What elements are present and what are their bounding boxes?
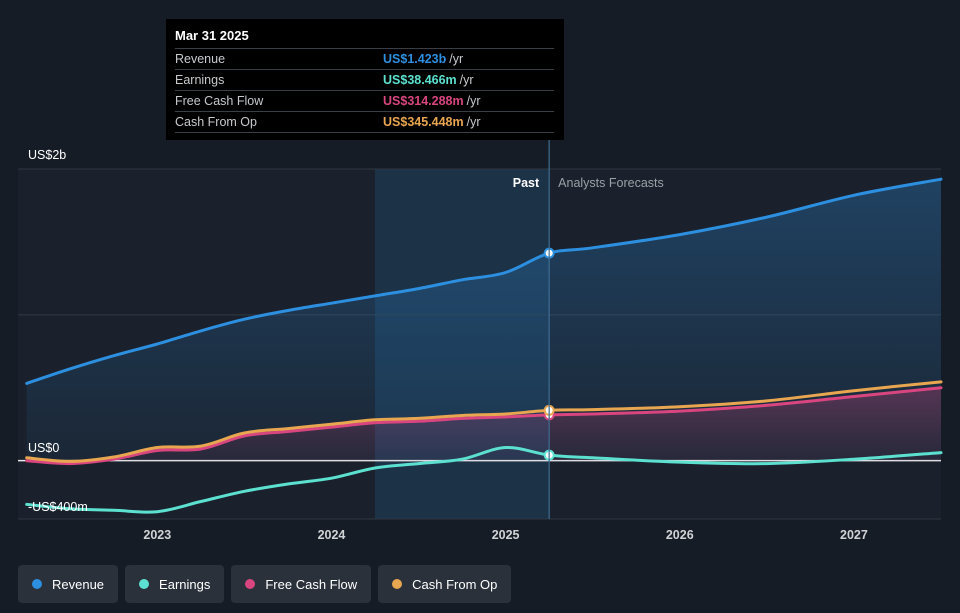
tooltip-row-earnings: Earnings US$38.466m /yr <box>175 69 554 90</box>
line-revenue <box>25 177 943 385</box>
past-label: Past <box>513 176 540 190</box>
area-revenue <box>26 179 941 461</box>
tooltip-value: US$345.448m <box>383 115 464 129</box>
tooltip-unit: /yr <box>449 52 464 66</box>
tooltip-row-free-cash-flow: Free Cash Flow US$314.288m /yr <box>175 90 554 111</box>
legend-label: Revenue <box>52 576 105 592</box>
legend-item-cash-from-op[interactable]: Cash From Op <box>378 565 512 603</box>
x-tick-label: 2025 <box>492 528 520 542</box>
legend-dot-icon <box>245 579 256 589</box>
legend-item-free-cash-flow[interactable]: Free Cash Flow <box>231 565 372 603</box>
tooltip-label: Cash From Op <box>175 115 257 129</box>
x-tick-label: 2024 <box>318 528 346 542</box>
legend-label: Cash From Op <box>412 576 498 592</box>
x-tick-label: 2027 <box>840 528 868 542</box>
tooltip-unit: /yr <box>466 94 481 108</box>
x-tick-label: 2026 <box>666 528 694 542</box>
legend-dot-icon <box>139 579 150 589</box>
tooltip-label: Earnings <box>175 73 225 87</box>
tooltip-row-cash-from-op: Cash From Op US$345.448m /yr <box>175 111 554 133</box>
y-tick-label: US$2b <box>28 148 66 162</box>
tooltip-value: US$38.466m <box>383 73 457 87</box>
tooltip-value: US$1.423b <box>383 52 447 66</box>
legend-item-revenue[interactable]: Revenue <box>18 565 119 603</box>
legend-label: Free Cash Flow <box>265 576 358 592</box>
line-cash-from-op <box>25 380 943 463</box>
tooltip-unit: /yr <box>459 73 474 87</box>
tooltip-label: Revenue <box>175 52 226 66</box>
tooltip-panel: Mar 31 2025 Revenue US$1.423b /yr Earnin… <box>166 19 564 140</box>
x-tick-label: 2023 <box>143 528 171 542</box>
y-tick-label: US$0 <box>28 441 59 455</box>
tooltip-unit: /yr <box>466 115 481 129</box>
chart-plot: US$2b US$0 -US$400m 2023 2024 2025 2026 2027 Pas… <box>18 140 943 542</box>
tooltip-value: US$314.288m <box>383 94 464 108</box>
area-free-cash-flow <box>26 387 941 464</box>
legend-dot-icon <box>392 579 403 589</box>
line-earnings <box>25 445 943 514</box>
chart-legend: Revenue Earnings Free Cash Flow Cash Fro… <box>18 565 512 603</box>
y-tick-label: -US$400m <box>28 500 88 514</box>
tooltip-row-revenue: Revenue US$1.423b /yr <box>175 48 554 69</box>
legend-item-earnings[interactable]: Earnings <box>125 565 225 603</box>
legend-dot-icon <box>32 579 42 589</box>
legend-label: Earnings <box>159 576 211 592</box>
forecast-label: Analysts Forecasts <box>558 176 664 190</box>
tooltip-date: Mar 31 2025 <box>175 28 249 43</box>
tooltip-label: Free Cash Flow <box>175 94 264 108</box>
line-free-cash-flow <box>25 386 943 466</box>
